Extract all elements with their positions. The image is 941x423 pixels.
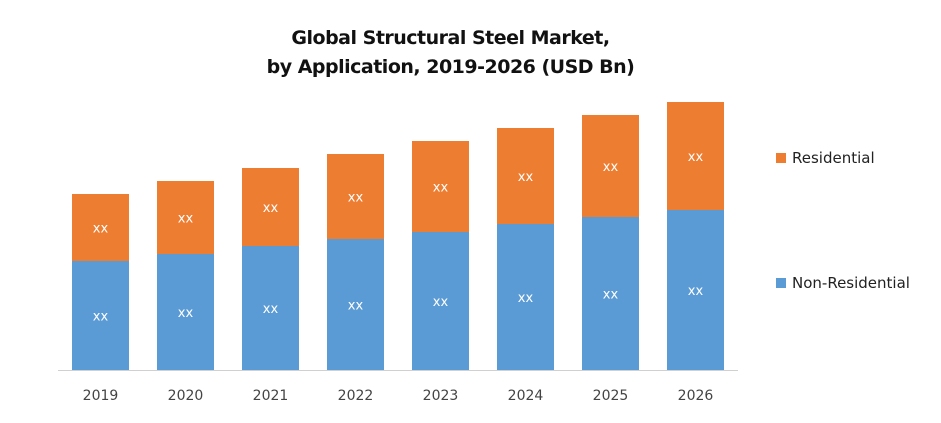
x-tick-label-2025: 2025 — [593, 388, 629, 404]
legend-label-residential: Residential — [792, 149, 875, 167]
data-label-non-residential-2022: xx — [348, 299, 364, 314]
data-label-residential-2022: xx — [348, 191, 364, 206]
data-label-residential-2024: xx — [518, 170, 534, 185]
x-tick-label-2024: 2024 — [508, 388, 544, 404]
bar-residential-2024 — [497, 128, 554, 224]
data-label-non-residential-2024: xx — [518, 291, 534, 306]
legend-swatch-non-residential — [776, 278, 786, 288]
bar-non-residential-2026 — [667, 210, 724, 370]
bar-non-residential-2024 — [497, 224, 554, 370]
x-tick-label-2021: 2021 — [253, 388, 289, 404]
bar-non-residential-2022 — [327, 239, 384, 370]
chart-subtitle: by Application, 2019-2026 (USD Bn) — [266, 56, 635, 78]
data-label-residential-2020: xx — [178, 212, 194, 227]
bar-residential-2019 — [72, 194, 129, 261]
bar-non-residential-2023 — [412, 232, 469, 370]
legend-item-residential: Residential — [776, 149, 875, 167]
bar-residential-2020 — [157, 181, 214, 254]
data-label-non-residential-2023: xx — [433, 295, 449, 310]
x-tick-label-2022: 2022 — [338, 388, 374, 404]
bar-non-residential-2020 — [157, 254, 214, 370]
x-tick-label-2019: 2019 — [83, 388, 119, 404]
data-label-non-residential-2021: xx — [263, 302, 279, 317]
data-label-residential-2019: xx — [93, 222, 109, 237]
bar-residential-2026 — [667, 102, 724, 210]
bar-residential-2025 — [582, 115, 639, 217]
x-tick-label-2023: 2023 — [423, 388, 459, 404]
data-label-non-residential-2025: xx — [603, 288, 619, 303]
x-tick-label-2026: 2026 — [678, 388, 714, 404]
bar-non-residential-2019 — [72, 261, 129, 370]
data-label-residential-2025: xx — [603, 160, 619, 175]
bar-non-residential-2025 — [582, 217, 639, 370]
data-label-non-residential-2026: xx — [688, 284, 704, 299]
data-label-non-residential-2020: xx — [178, 306, 194, 321]
bar-non-residential-2021 — [242, 246, 299, 370]
legend-swatch-residential — [776, 153, 786, 163]
chart-title: Global Structural Steel Market, — [291, 27, 610, 49]
bar-residential-2022 — [327, 154, 384, 239]
x-tick-label-2020: 2020 — [168, 388, 204, 404]
data-label-residential-2026: xx — [688, 150, 704, 165]
legend-label-non-residential: Non-Residential — [792, 274, 910, 292]
bar-residential-2023 — [412, 141, 469, 232]
data-label-non-residential-2019: xx — [93, 310, 109, 325]
data-label-residential-2023: xx — [433, 181, 449, 196]
legend-item-non-residential: Non-Residential — [776, 274, 910, 292]
bar-residential-2021 — [242, 168, 299, 246]
data-label-residential-2021: xx — [263, 201, 279, 216]
